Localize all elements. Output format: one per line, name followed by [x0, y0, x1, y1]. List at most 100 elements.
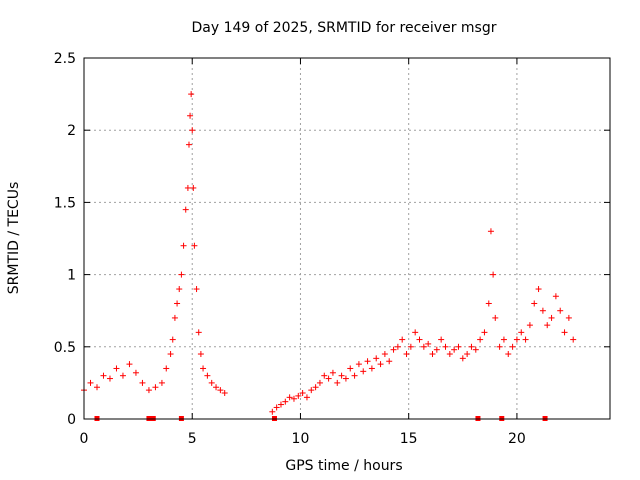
- data-point: [403, 351, 410, 358]
- data-point: [295, 392, 302, 399]
- data-point: [195, 329, 202, 336]
- data-point: [416, 336, 423, 343]
- y-axis-label: SRMTID / TECUs: [6, 182, 22, 295]
- data-point: [303, 394, 310, 401]
- data-point: [208, 379, 215, 386]
- data-point: [522, 336, 529, 343]
- data-point: [184, 184, 191, 191]
- data-point: [158, 379, 165, 386]
- y-tick-label: 1: [67, 268, 76, 284]
- data-point: [171, 314, 178, 321]
- data-point: [338, 372, 345, 379]
- data-point: [316, 379, 323, 386]
- grid: [84, 58, 610, 419]
- data-point: [126, 361, 133, 368]
- data-point: [185, 141, 192, 148]
- data-point: [509, 343, 516, 350]
- data-point: [188, 91, 195, 98]
- data-point: [329, 369, 336, 376]
- data-point: [459, 355, 466, 362]
- x-tick-label: 0: [80, 431, 89, 447]
- data-point: [557, 307, 564, 314]
- data-point: [477, 336, 484, 343]
- data-point: [500, 336, 507, 343]
- data-point: [481, 329, 488, 336]
- data-point: [446, 351, 453, 358]
- data-point: [438, 336, 445, 343]
- data-point: [544, 322, 551, 329]
- data-point: [496, 343, 503, 350]
- axis-ticks: 0 0.5 1 1.5 2 2.5 0 5 10 15 20: [54, 51, 610, 447]
- x-tick-label: 20: [508, 431, 526, 447]
- data-point: [178, 271, 185, 278]
- data-point: [513, 336, 520, 343]
- data-point: [190, 184, 197, 191]
- data-point: [273, 404, 280, 411]
- data-point: [113, 365, 120, 372]
- data-point: [299, 390, 306, 397]
- data-point: [282, 398, 289, 405]
- y-tick-label: 0: [67, 412, 76, 428]
- data-point: [334, 379, 341, 386]
- data-point: [485, 300, 492, 307]
- data-point: [420, 343, 427, 350]
- x-axis-label: GPS time / hours: [285, 458, 402, 474]
- data-point: [197, 351, 204, 358]
- data-point: [368, 365, 375, 372]
- data-points: [81, 91, 577, 415]
- data-point: [176, 286, 183, 293]
- data-point: [518, 329, 525, 336]
- y-tick-label: 2.5: [54, 51, 76, 67]
- data-point: [286, 394, 293, 401]
- data-point: [552, 293, 559, 300]
- x-tick-label: 10: [292, 431, 310, 447]
- data-point: [373, 355, 380, 362]
- data-point: [455, 343, 462, 350]
- data-point: [381, 351, 388, 358]
- data-point: [490, 271, 497, 278]
- data-point: [468, 343, 475, 350]
- plot-frame: [83, 57, 611, 420]
- data-point: [394, 343, 401, 350]
- data-point: [377, 361, 384, 368]
- data-point: [167, 351, 174, 358]
- data-point: [204, 372, 211, 379]
- data-point: [492, 314, 499, 321]
- data-point: [325, 375, 332, 382]
- data-point: [535, 286, 542, 293]
- data-point: [290, 395, 297, 402]
- data-point: [119, 372, 126, 379]
- data-point: [526, 322, 533, 329]
- data-point: [548, 314, 555, 321]
- data-point: [100, 372, 107, 379]
- data-point: [429, 351, 436, 358]
- data-point: [87, 379, 94, 386]
- y-tick-label: 1.5: [54, 195, 76, 211]
- data-point: [221, 390, 228, 397]
- data-point: [163, 365, 170, 372]
- data-point: [351, 372, 358, 379]
- data-point: [182, 206, 189, 213]
- data-point: [390, 346, 397, 353]
- data-point: [487, 228, 494, 235]
- data-point: [539, 307, 546, 314]
- chart-title: Day 149 of 2025, SRMTID for receiver msg…: [192, 20, 497, 36]
- x-tick-label: 5: [188, 431, 197, 447]
- data-point: [169, 336, 176, 343]
- data-point: [342, 375, 349, 382]
- data-point: [217, 387, 224, 394]
- data-point: [386, 358, 393, 365]
- data-point: [145, 387, 152, 394]
- data-point: [321, 372, 328, 379]
- data-point: [464, 351, 471, 358]
- data-point: [277, 401, 284, 408]
- data-point: [193, 286, 200, 293]
- y-tick-label: 2: [67, 123, 76, 139]
- data-point: [472, 346, 479, 353]
- data-point: [505, 351, 512, 358]
- data-point: [407, 343, 414, 350]
- data-point: [412, 329, 419, 336]
- data-point: [93, 384, 100, 391]
